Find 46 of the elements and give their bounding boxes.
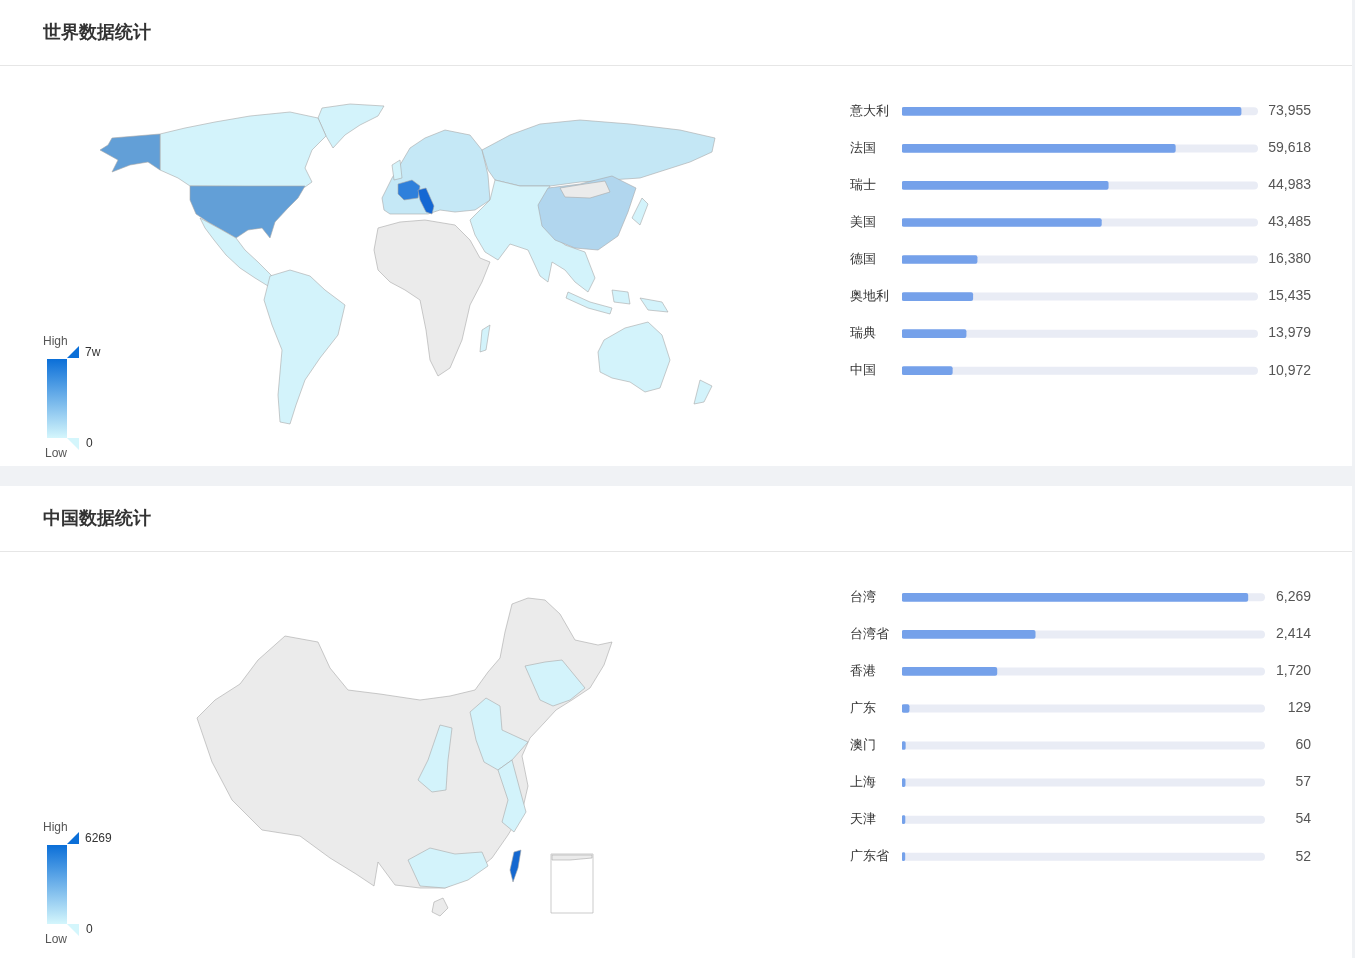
data-label: 52 xyxy=(1295,847,1312,864)
y-tick-label: 上海 xyxy=(850,774,876,790)
data-label: 13,979 xyxy=(1268,324,1312,341)
data-label: 57 xyxy=(1295,773,1312,790)
data-label: 59,618 xyxy=(1268,139,1312,156)
bar xyxy=(902,255,978,264)
data-label: 54 xyxy=(1295,810,1312,827)
y-tick-label: 台湾 xyxy=(850,588,876,604)
data-label: 73,955 xyxy=(1268,102,1312,119)
y-tick-label: 瑞士 xyxy=(850,177,876,192)
y-tick-label: 德国 xyxy=(850,251,876,267)
y-tick-label: 澳门 xyxy=(850,737,876,753)
bar xyxy=(902,366,953,376)
y-tick-label: 美国 xyxy=(850,214,876,230)
text: 6269 xyxy=(85,831,112,845)
text: 中国数据统计 xyxy=(43,507,151,530)
text: Low xyxy=(45,446,68,460)
y-tick-label: 意大利 xyxy=(849,102,889,118)
data-label: 44,983 xyxy=(1268,176,1312,193)
y-tick-label: 香港 xyxy=(850,663,876,678)
data-label: 1,720 xyxy=(1275,662,1312,679)
data-label: 60 xyxy=(1295,736,1312,753)
data-label: 129 xyxy=(1287,699,1312,716)
data-label: 2,414 xyxy=(1275,625,1312,642)
text: 0 xyxy=(86,436,93,450)
data-label: 15,435 xyxy=(1268,287,1312,304)
data-label: 16,380 xyxy=(1268,250,1312,267)
y-tick-label: 天津 xyxy=(850,811,876,827)
text: 7w xyxy=(85,345,101,359)
bar xyxy=(902,329,967,338)
text: 世界数据统计 xyxy=(43,21,151,44)
text: 0 xyxy=(86,922,93,936)
y-tick-label: 广东省 xyxy=(850,848,889,864)
data-label: 43,485 xyxy=(1268,213,1312,230)
y-tick-label: 法国 xyxy=(850,139,876,155)
text: Low xyxy=(45,932,68,946)
data-label: 6,269 xyxy=(1275,588,1312,605)
y-tick-label: 广东 xyxy=(850,700,876,716)
data-label: 10,972 xyxy=(1268,361,1312,378)
y-tick-label: 台湾省 xyxy=(850,625,889,641)
y-tick-label: 中国 xyxy=(850,362,876,378)
bar xyxy=(902,292,974,301)
y-tick-label: 瑞典 xyxy=(850,325,876,341)
text: High xyxy=(43,820,68,834)
text: High xyxy=(43,334,68,348)
y-tick-label: 奥地利 xyxy=(850,288,889,304)
